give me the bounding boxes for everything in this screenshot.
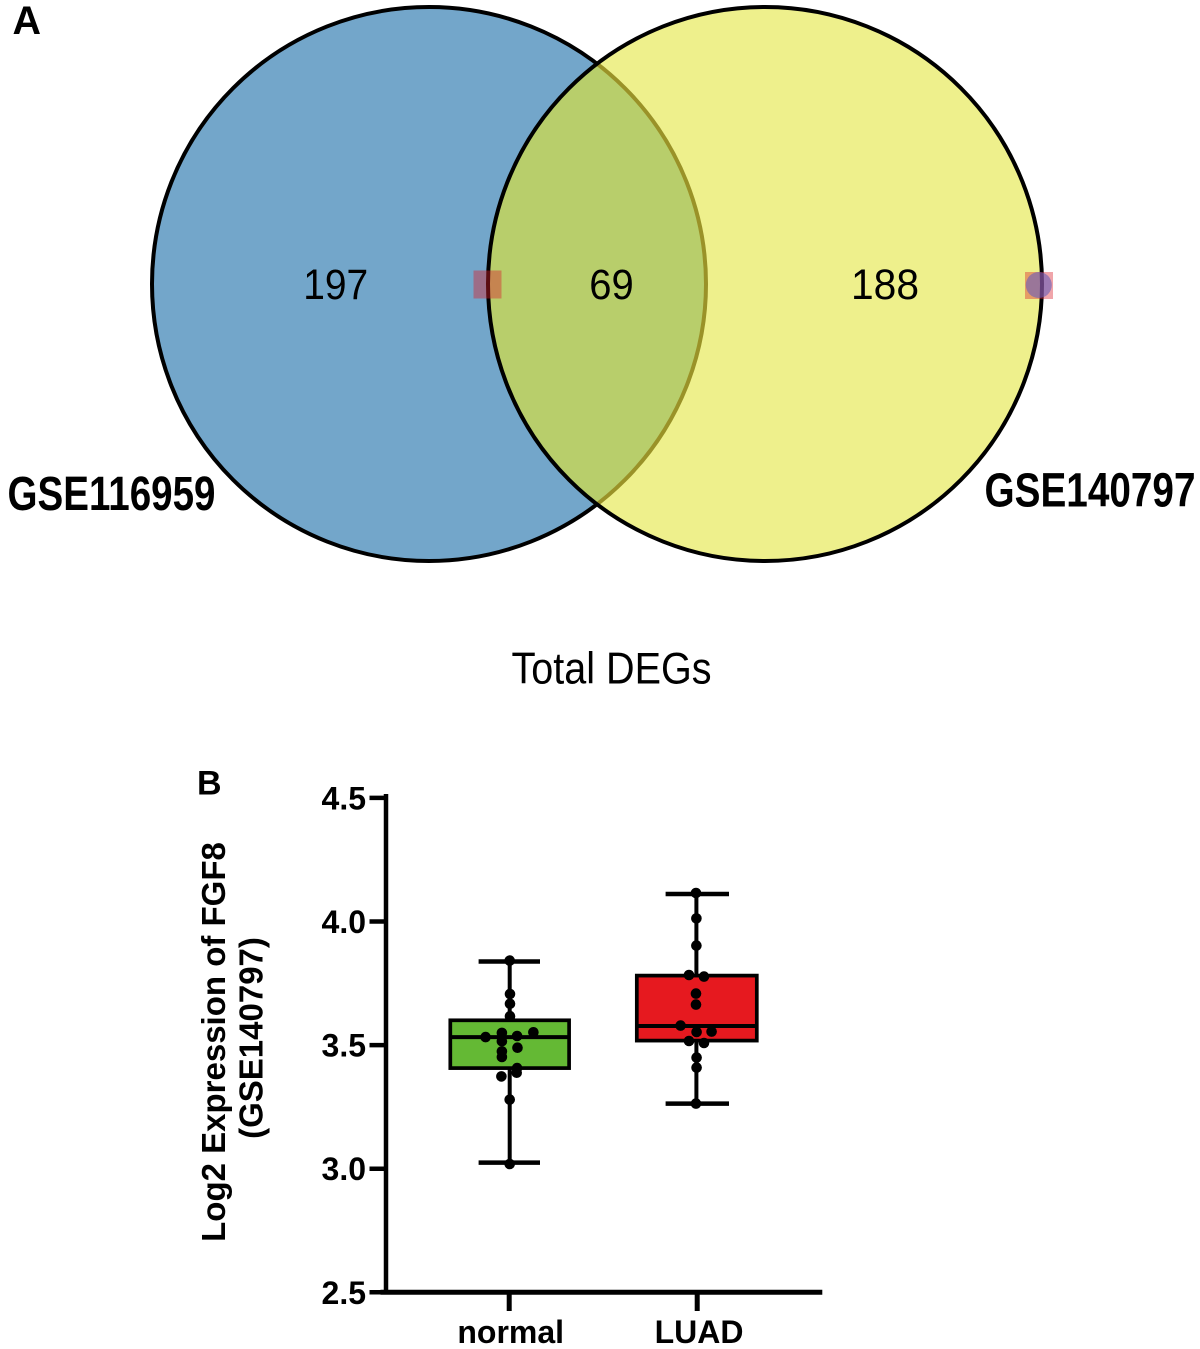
svg-text:3.0: 3.0 xyxy=(322,1151,366,1187)
svg-text:A: A xyxy=(13,0,42,43)
svg-text:188: 188 xyxy=(851,261,919,309)
svg-text:2.5: 2.5 xyxy=(322,1275,366,1311)
svg-text:69: 69 xyxy=(589,261,634,309)
svg-text:(GSE140797): (GSE140797) xyxy=(233,937,270,1139)
svg-text:197: 197 xyxy=(303,261,368,309)
svg-text:Log2 Expression of FGF8: Log2 Expression of FGF8 xyxy=(195,842,232,1242)
svg-text:B: B xyxy=(197,765,222,803)
svg-text:GSE140797: GSE140797 xyxy=(985,465,1196,518)
svg-text:3.5: 3.5 xyxy=(322,1028,366,1064)
svg-text:4.5: 4.5 xyxy=(322,780,366,816)
svg-text:LUAD: LUAD xyxy=(655,1314,744,1349)
svg-text:4.0: 4.0 xyxy=(322,904,366,940)
svg-text:GSE116959: GSE116959 xyxy=(8,468,216,521)
svg-text:Total DEGs: Total DEGs xyxy=(512,645,712,694)
svg-text:normal: normal xyxy=(457,1314,564,1349)
